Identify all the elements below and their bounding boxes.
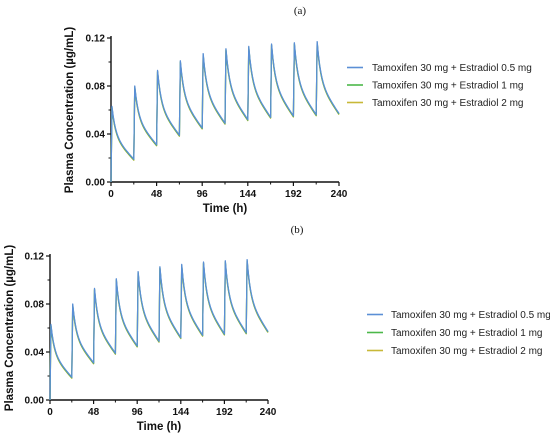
x-tick-label: 240 xyxy=(260,407,277,418)
x-tick-label: 192 xyxy=(285,189,302,200)
y-axis-label: Plasma Concentration (µg/mL) xyxy=(4,245,16,412)
legend-entry: Tamoxifen 30 mg + Estradiol 1 mg xyxy=(391,328,542,339)
x-tick-label: 240 xyxy=(331,189,348,200)
y-tick-label: 0.00 xyxy=(25,396,45,407)
legend-entry: Tamoxifen 30 mg + Estradiol 1 mg xyxy=(372,81,523,92)
y-axis-label: Plasma Concentration (µg/mL) xyxy=(64,27,76,194)
y-tick-label: 0.12 xyxy=(86,34,106,45)
panel-label: (a) xyxy=(294,5,307,17)
x-tick-label: 48 xyxy=(88,407,100,418)
x-axis-label: Time (h) xyxy=(203,203,248,215)
x-tick-label: 96 xyxy=(197,189,209,200)
x-tick-label: 144 xyxy=(239,189,256,200)
y-tick-label: 0.04 xyxy=(86,130,106,141)
x-tick-label: 96 xyxy=(132,407,144,418)
legend-entry: Tamoxifen 30 mg + Estradiol 0.5 mg xyxy=(372,63,532,74)
chart-panel-a: (a) 0.00 0.04 0.08 0.12 0 48 96 144 192 240 Time (h… xyxy=(64,5,532,215)
series-line-estradiol-0-5mg xyxy=(110,40,340,183)
legend-entry: Tamoxifen 30 mg + Estradiol 2 mg xyxy=(372,98,523,109)
y-tick-label: 0.04 xyxy=(25,348,45,359)
panel-label: (b) xyxy=(291,224,304,236)
legend-entry: Tamoxifen 30 mg + Estradiol 0.5 mg xyxy=(391,310,550,321)
legend-entry: Tamoxifen 30 mg + Estradiol 2 mg xyxy=(391,346,542,357)
y-tick-label: 0.00 xyxy=(86,178,106,189)
y-tick-label: 0.08 xyxy=(25,300,45,311)
y-tick-label: 0.08 xyxy=(86,82,106,93)
chart-panel-b: (b) 0.00 0.04 0.08 0.12 0 48 96 144 192 240 Time (h… xyxy=(4,224,550,433)
x-tick-label: 144 xyxy=(172,407,189,418)
x-tick-label: 192 xyxy=(216,407,233,418)
x-tick-label: 0 xyxy=(47,407,53,418)
series-line-estradiol-0-5mg xyxy=(49,258,269,401)
x-tick-label: 0 xyxy=(108,189,114,200)
y-tick-label: 0.12 xyxy=(25,252,45,263)
x-tick-label: 48 xyxy=(151,189,163,200)
x-axis-label: Time (h) xyxy=(137,421,182,433)
